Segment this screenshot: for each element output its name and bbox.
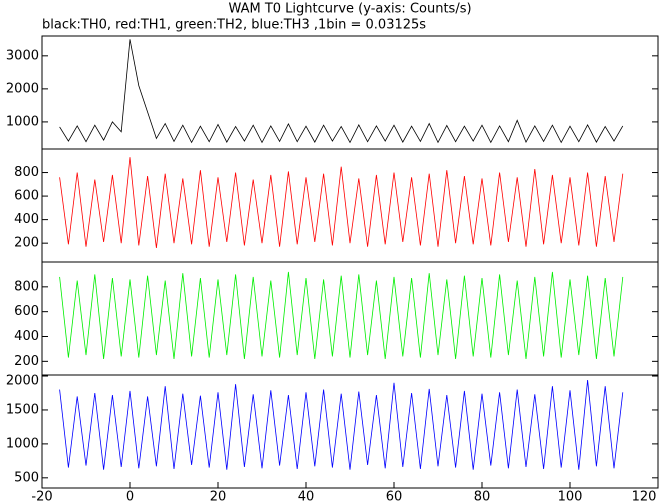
y-tick-label: 600 (14, 189, 39, 204)
x-tick-label: -20 (31, 490, 52, 504)
panel-frame (41, 148, 659, 263)
x-tick-label: 0 (126, 490, 134, 504)
x-tick-label: 40 (298, 490, 315, 504)
y-tick-label: 2000 (6, 374, 39, 389)
y-tick-label: 1500 (6, 402, 39, 417)
series-line (59, 39, 624, 144)
y-tick-label: 800 (14, 165, 39, 180)
y-tick-label: 1000 (6, 436, 39, 451)
y-tick-label: 200 (14, 354, 39, 369)
y-tick-label: 200 (14, 236, 39, 251)
x-tick-label: 100 (558, 490, 583, 504)
y-tick-label: 600 (14, 304, 39, 319)
y-tick-label: 500 (14, 470, 39, 485)
y-tick-label: 2000 (6, 81, 39, 96)
series-line (59, 157, 624, 248)
x-tick-label: 20 (210, 490, 227, 504)
x-tick-label: 80 (474, 490, 491, 504)
series-line (59, 271, 624, 359)
chart-subtitle: black:TH0, red:TH1, green:TH2, blue:TH3 … (42, 18, 426, 33)
y-tick-label: 1000 (6, 114, 39, 129)
y-tick-label: 800 (14, 279, 39, 294)
y-tick-label: 400 (14, 212, 39, 227)
x-tick-label: 120 (632, 490, 657, 504)
chart-title: WAM T0 Lightcurve (y-axis: Counts/s) (228, 2, 471, 17)
y-tick-label: 3000 (6, 48, 39, 63)
x-tick-label: 60 (386, 490, 403, 504)
panel-frame (41, 35, 659, 150)
y-tick-label: 400 (14, 329, 39, 344)
panel-frame (41, 374, 659, 489)
series-line (59, 380, 624, 470)
